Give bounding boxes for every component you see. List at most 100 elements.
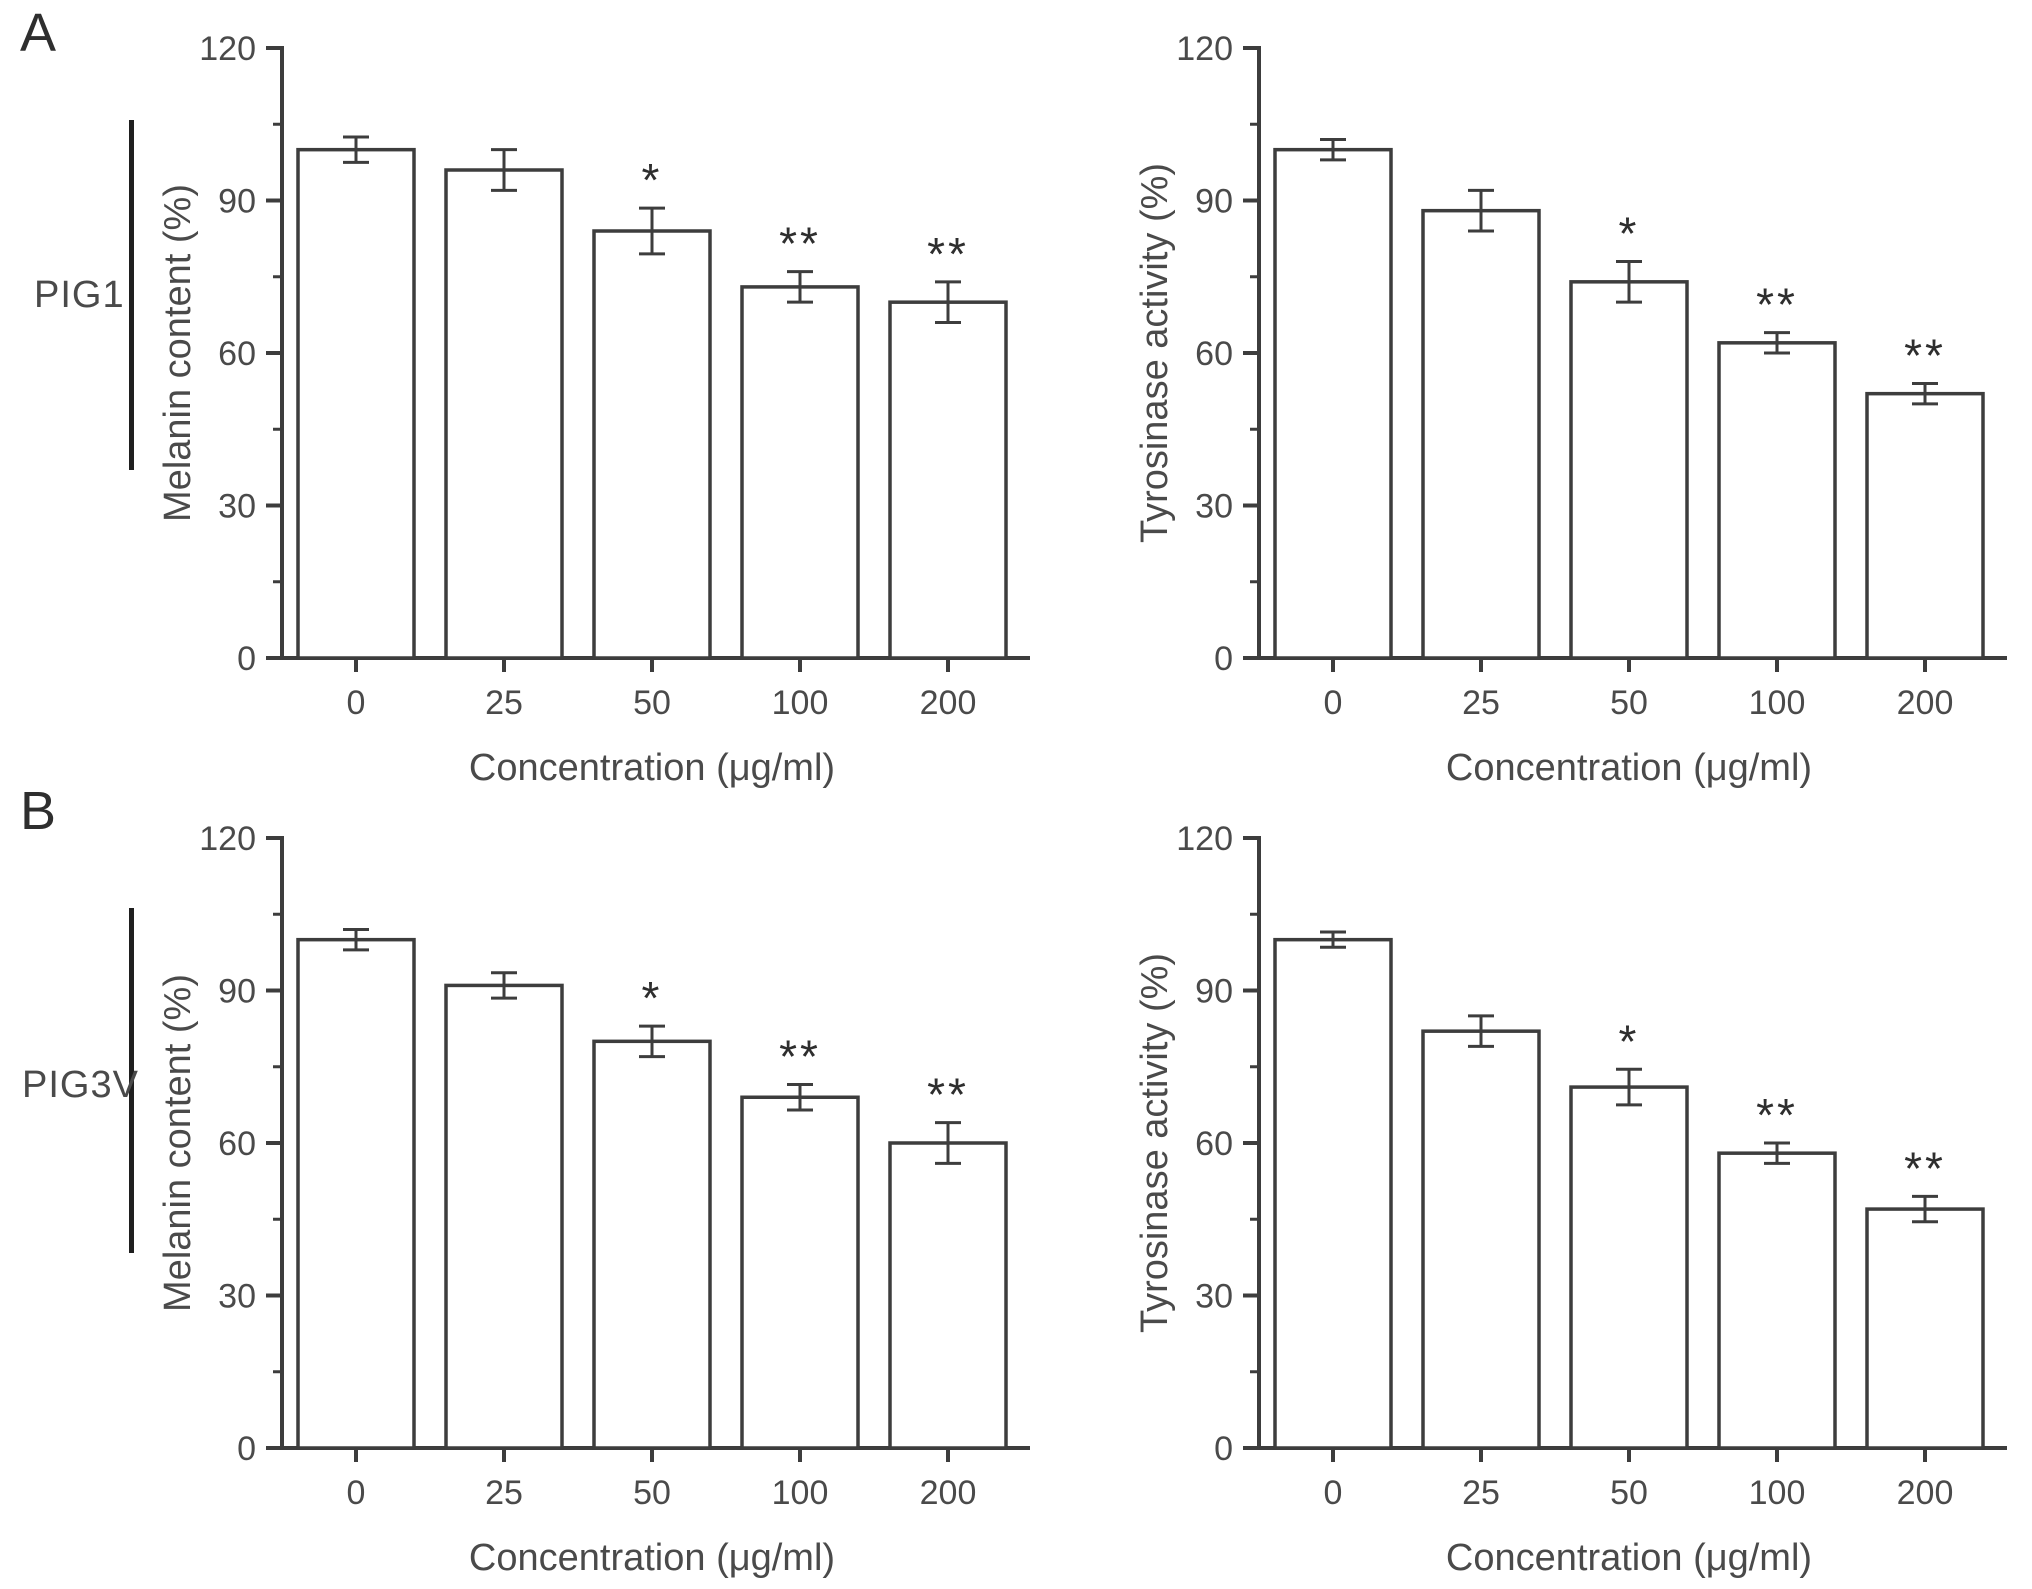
y-tick-label: 60	[218, 335, 256, 373]
y-tick-label: 30	[1195, 488, 1233, 526]
error-bar	[1320, 138, 1346, 162]
x-tick-label: 200	[920, 1474, 977, 1512]
bar-chart-pig1-melanin: 0 30 60 90 120 0 25 * 50 ** 100 ** 200 Melanin conten…	[157, 30, 1030, 789]
y-tick-label: 120	[1176, 820, 1233, 858]
bar	[1717, 1151, 1837, 1450]
bar	[1865, 1207, 1985, 1450]
bar-chart-pig3v-tyrosinase: 0 30 60 90 120 0 25 * 50 ** 100 ** 200 Tyrosinase act…	[1134, 820, 2007, 1579]
bar-chart-pig1-tyrosinase: 0 30 60 90 120 0 25 * 50 ** 100 ** 200 Tyrosinase act…	[1134, 30, 2007, 789]
x-axis-title: Concentration (μg/ml)	[469, 1537, 835, 1579]
significance-star: **	[1904, 330, 1946, 382]
x-tick-label: 50	[633, 684, 671, 722]
error-bar	[1468, 188, 1494, 233]
bar	[1273, 147, 1393, 660]
y-tick-label: 30	[1195, 1278, 1233, 1316]
error-bar	[1764, 331, 1790, 355]
y-axis-title: Tyrosinase activity (%)	[1134, 953, 1176, 1333]
error-bar	[343, 928, 369, 952]
error-bar	[1912, 382, 1938, 406]
significance-star: *	[1619, 208, 1640, 260]
significance-star: **	[779, 218, 821, 270]
error-bar	[1616, 260, 1642, 304]
y-tick-label: 90	[1195, 183, 1233, 221]
bar	[296, 147, 416, 660]
error-bar	[491, 971, 517, 1000]
bar	[444, 168, 564, 660]
y-tick-label: 0	[237, 1430, 256, 1468]
panel-b-letter: B	[20, 781, 57, 841]
x-tick-label: 50	[633, 1474, 671, 1512]
x-tick-label: 50	[1610, 684, 1648, 722]
x-tick-label: 0	[347, 1474, 366, 1512]
significance-star: **	[779, 1031, 821, 1083]
error-bar	[1764, 1141, 1790, 1165]
y-tick-label: 0	[1214, 1430, 1233, 1468]
error-bar	[787, 1083, 813, 1112]
significance-star: **	[927, 1069, 969, 1121]
x-tick-label: 100	[1749, 1474, 1806, 1512]
y-tick-label: 90	[1195, 973, 1233, 1011]
bar	[592, 229, 712, 660]
y-axis-title: Melanin content (%)	[157, 974, 199, 1312]
y-tick-label: 0	[1214, 640, 1233, 678]
x-tick-label: 25	[485, 684, 523, 722]
error-bar	[1912, 1194, 1938, 1224]
error-bar	[935, 280, 961, 324]
x-tick-label: 25	[485, 1474, 523, 1512]
error-bar	[935, 1121, 961, 1165]
significance-star: *	[1619, 1015, 1640, 1067]
bar	[1421, 208, 1541, 660]
bar-chart-pig3v-melanin: 0 30 60 90 120 0 25 * 50 ** 100 ** 200 Melanin conten…	[157, 820, 1030, 1579]
significance-star: *	[642, 972, 663, 1024]
x-tick-label: 200	[1897, 684, 1954, 722]
x-tick-label: 0	[1324, 1474, 1343, 1512]
y-tick-label: 60	[218, 1125, 256, 1163]
row-bracket-pig3v	[129, 908, 134, 1253]
bar	[592, 1039, 712, 1450]
error-bar	[787, 270, 813, 304]
y-tick-label: 30	[218, 488, 256, 526]
x-tick-label: 200	[1897, 1474, 1954, 1512]
x-tick-label: 50	[1610, 1474, 1648, 1512]
error-bar	[639, 1024, 665, 1059]
y-tick-label: 60	[1195, 335, 1233, 373]
bar	[1273, 937, 1393, 1450]
error-bar	[491, 148, 517, 192]
significance-star: **	[1756, 1089, 1798, 1141]
row-label-pig1: PIG1	[34, 274, 125, 316]
bar	[740, 285, 860, 660]
y-axis-title: Tyrosinase activity (%)	[1134, 163, 1176, 543]
x-tick-label: 100	[1749, 684, 1806, 722]
y-tick-label: 120	[199, 30, 256, 68]
error-bar	[639, 206, 665, 256]
bar	[740, 1095, 860, 1450]
bar	[296, 937, 416, 1450]
x-axis-title: Concentration (μg/ml)	[1446, 747, 1812, 789]
row-bracket-pig1	[129, 120, 134, 470]
error-bar	[1320, 930, 1346, 949]
x-axis-title: Concentration (μg/ml)	[469, 747, 835, 789]
bar	[888, 1141, 1008, 1450]
x-tick-label: 25	[1462, 1474, 1500, 1512]
significance-star: **	[1904, 1142, 1946, 1194]
y-tick-label: 120	[199, 820, 256, 858]
error-bar	[1468, 1014, 1494, 1048]
x-tick-label: 0	[347, 684, 366, 722]
error-bar	[343, 135, 369, 164]
bar	[1569, 280, 1689, 660]
panel-a-letter: A	[20, 3, 57, 63]
y-tick-label: 60	[1195, 1125, 1233, 1163]
y-tick-label: 120	[1176, 30, 1233, 68]
y-tick-label: 90	[218, 973, 256, 1011]
error-bar	[1616, 1067, 1642, 1107]
y-axis-title: Melanin content (%)	[157, 184, 199, 522]
bar	[1717, 341, 1837, 660]
significance-star: **	[1756, 279, 1798, 331]
y-tick-label: 0	[237, 640, 256, 678]
x-tick-label: 0	[1324, 684, 1343, 722]
x-tick-label: 200	[920, 684, 977, 722]
y-tick-label: 30	[218, 1278, 256, 1316]
bar	[888, 300, 1008, 660]
bar	[444, 983, 564, 1450]
x-tick-label: 100	[772, 1474, 829, 1512]
